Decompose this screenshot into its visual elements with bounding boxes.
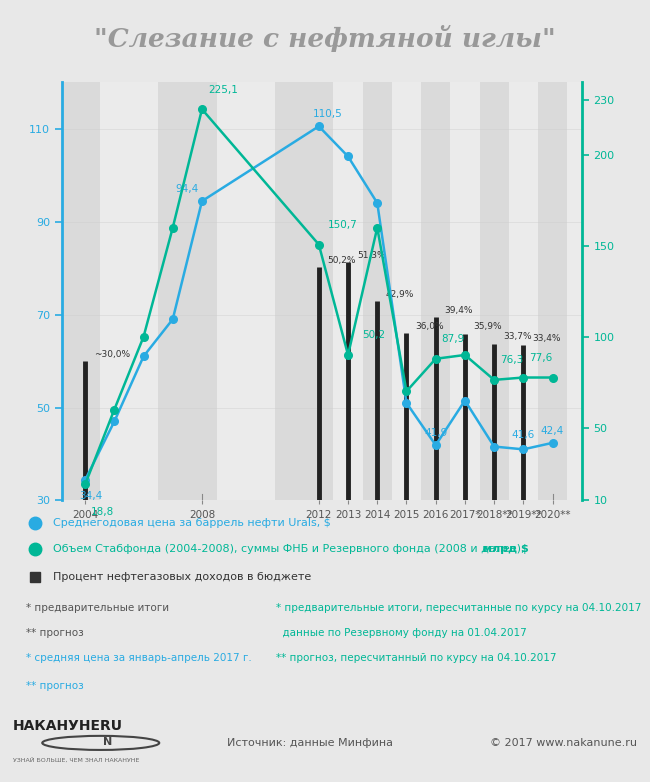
Bar	[99, 82, 158, 500]
Text: 41,6: 41,6	[512, 429, 535, 439]
Bar	[509, 82, 538, 500]
Text: 110,5: 110,5	[313, 109, 343, 120]
Bar	[421, 82, 450, 500]
Text: Среднегодовая цена за баррель нефти Urals, $: Среднегодовая цена за баррель нефти Ural…	[53, 518, 331, 528]
Text: 41,9: 41,9	[424, 429, 447, 438]
Text: 76,3: 76,3	[500, 355, 523, 365]
Text: млрд $: млрд $	[483, 544, 528, 554]
Text: Процент нефтегазовых доходов в бюджете: Процент нефтегазовых доходов в бюджете	[53, 572, 311, 583]
Text: * предварительные итоги: * предварительные итоги	[25, 603, 169, 613]
Text: Источник: данные Минфина: Источник: данные Минфина	[227, 738, 393, 748]
Text: 77,6: 77,6	[529, 353, 552, 363]
Bar	[480, 82, 509, 500]
Text: 94,4: 94,4	[176, 184, 199, 194]
Text: 36,0%: 36,0%	[415, 322, 444, 331]
Bar	[538, 82, 567, 500]
Text: ** прогноз: ** прогноз	[25, 628, 83, 638]
Bar	[333, 82, 363, 500]
Bar	[363, 82, 392, 500]
Bar	[450, 82, 480, 500]
Bar	[216, 82, 275, 500]
Text: ** прогноз: ** прогноз	[25, 681, 83, 691]
Text: ** прогноз, пересчитанный по курсу на 04.10.2017: ** прогноз, пересчитанный по курсу на 04…	[276, 654, 556, 663]
Text: 50,2: 50,2	[363, 331, 385, 340]
Text: 150,7: 150,7	[328, 220, 358, 230]
Text: НАКАНУНЕRU: НАКАНУНЕRU	[13, 719, 123, 733]
Text: 50,2%: 50,2%	[328, 256, 356, 265]
Bar	[275, 82, 333, 500]
Text: ~30,0%: ~30,0%	[94, 350, 130, 359]
Text: * средняя цена за январь-апрель 2017 г.: * средняя цена за январь-апрель 2017 г.	[25, 654, 252, 663]
Bar	[62, 82, 99, 500]
Text: 225,1: 225,1	[208, 84, 238, 95]
Text: УЗНАЙ БОЛЬШЕ, ЧЕМ ЗНАЛ НАКАНУНE: УЗНАЙ БОЛЬШЕ, ЧЕМ ЗНАЛ НАКАНУНE	[13, 758, 139, 762]
Text: 34,4: 34,4	[79, 491, 103, 501]
Text: данные по Резервному фонду на 01.04.2017: данные по Резервному фонду на 01.04.2017	[276, 628, 527, 638]
Bar	[567, 82, 582, 500]
Text: 51,3%: 51,3%	[357, 251, 385, 260]
Text: 42,9%: 42,9%	[386, 290, 415, 299]
Bar	[392, 82, 421, 500]
Text: * предварительные итоги, пересчитанные по курсу на 04.10.2017: * предварительные итоги, пересчитанные п…	[276, 603, 642, 613]
Text: "Слезание с нефтяной иглы": "Слезание с нефтяной иглы"	[94, 25, 556, 52]
Text: 33,7%: 33,7%	[503, 332, 532, 342]
Text: © 2017 www.nakanune.ru: © 2017 www.nakanune.ru	[490, 738, 637, 748]
Text: 87,9: 87,9	[441, 334, 465, 344]
Text: 18,8: 18,8	[91, 508, 114, 517]
Text: 39,4%: 39,4%	[445, 306, 473, 315]
Text: 35,9%: 35,9%	[474, 322, 502, 332]
Text: N: N	[103, 737, 112, 747]
Text: Объем Стабфонда (2004-2008), суммы ФНБ и Резервного фонда (2008 и далее),: Объем Стабфонда (2004-2008), суммы ФНБ и…	[53, 544, 528, 554]
Text: 33,4%: 33,4%	[532, 334, 560, 343]
Bar	[158, 82, 216, 500]
Text: 42,4: 42,4	[541, 426, 564, 436]
